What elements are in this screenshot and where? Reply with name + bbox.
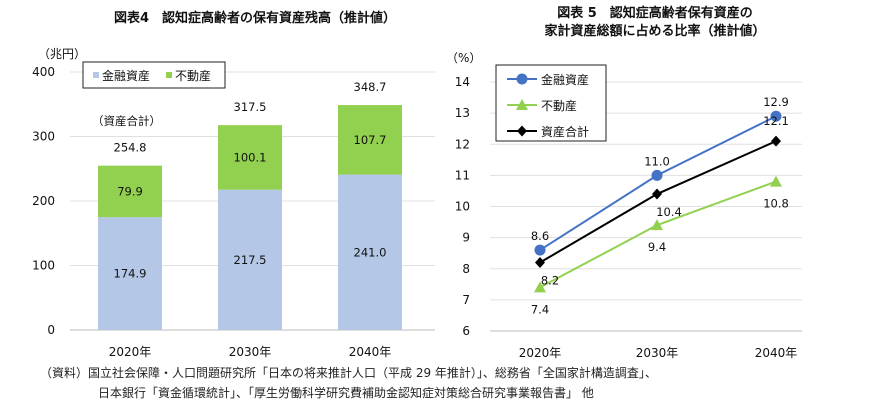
data-label: 79.9 (117, 184, 143, 198)
x-tick-label: 2020年 (519, 346, 562, 360)
data-label: 8.6 (531, 229, 549, 243)
y-tick-label: 300 (32, 130, 55, 144)
data-label: 174.9 (114, 267, 147, 281)
x-tick-label: 2030年 (636, 346, 679, 360)
legend-box (495, 64, 607, 142)
data-point (534, 244, 546, 256)
chart-title-line-1: 図表 5 認知症高齢者保有資産の (557, 5, 753, 21)
data-point (771, 135, 781, 147)
chart-title: 図表4 認知症高齢者の保有資産残高（推計値） (114, 10, 396, 26)
data-label: 8.2 (541, 274, 559, 288)
y-tick-label: 14 (455, 75, 470, 89)
bar-real-estate (218, 125, 282, 190)
data-point (535, 257, 545, 269)
data-label: 12.1 (763, 114, 789, 128)
y-tick-label: 9 (462, 231, 470, 245)
y-tick-label: 12 (455, 137, 470, 151)
data-label: 100.1 (234, 150, 267, 164)
data-label: 7.4 (531, 302, 549, 316)
data-label: 10.8 (763, 197, 789, 211)
legend-label: 不動産 (541, 98, 577, 113)
chart-title-line-2: 家計資産総額に占める比率（推計値） (544, 23, 765, 39)
y-tick-label: 13 (455, 106, 470, 120)
y-tick-label: 200 (32, 194, 55, 208)
legend-label: 金融資産 (541, 72, 589, 87)
data-point (652, 188, 662, 200)
x-tick-label: 2040年 (349, 345, 392, 359)
data-point (770, 110, 782, 122)
legend-marker (516, 99, 528, 110)
totals-note: （資産合計） (92, 114, 161, 128)
legend-marker (517, 125, 527, 137)
y-tick-label: 6 (462, 324, 470, 338)
legend-marker (516, 73, 528, 85)
y-tick-label: 11 (455, 168, 470, 182)
total-label: 317.5 (234, 100, 267, 114)
data-label: 241.0 (354, 245, 387, 259)
bar-financial (338, 174, 402, 330)
source-note-line-1: （資料）国立社会保障・人口問題研究所「日本の将来推計人口（平成 29 年推計）」… (40, 366, 657, 380)
legend-box (82, 61, 226, 89)
data-point (651, 219, 663, 231)
y-tick-label: 8 (462, 262, 470, 276)
x-tick-label: 2030年 (229, 345, 272, 359)
y-axis-unit: （%） (446, 51, 481, 65)
y-tick-label: 400 (32, 65, 55, 79)
bar-real-estate (338, 105, 402, 175)
x-tick-label: 2020年 (109, 345, 152, 359)
bar-real-estate (98, 165, 162, 218)
data-label: 12.9 (763, 95, 789, 109)
data-label: 11.0 (644, 154, 670, 168)
total-label: 254.8 (114, 141, 147, 155)
x-tick-label: 2040年 (755, 346, 798, 360)
data-point (770, 175, 782, 187)
y-axis-unit: （兆円） (38, 47, 86, 61)
legend-label: 金融資産 (102, 68, 150, 83)
legend-label: 不動産 (175, 68, 211, 83)
legend-swatch (93, 72, 99, 78)
y-tick-label: 10 (455, 200, 470, 214)
legend-swatch (166, 72, 172, 78)
data-label: 10.4 (656, 205, 682, 219)
bar-financial (218, 189, 282, 330)
data-label: 9.4 (648, 240, 666, 254)
y-tick-label: 100 (32, 259, 55, 273)
y-tick-label: 7 (462, 293, 470, 307)
data-point (534, 281, 546, 293)
y-tick-label: 0 (47, 323, 55, 337)
total-label: 348.7 (354, 80, 387, 94)
legend-label: 資産合計 (541, 124, 589, 139)
bar-financial (98, 217, 162, 330)
data-label: 107.7 (354, 133, 387, 147)
data-point (651, 169, 663, 181)
source-note-line-2: 日本銀行「資金循環統計」、「厚生労働科学研究費補助金認知症対策総合研究事業報告書… (98, 386, 594, 400)
data-label: 217.5 (234, 253, 267, 267)
